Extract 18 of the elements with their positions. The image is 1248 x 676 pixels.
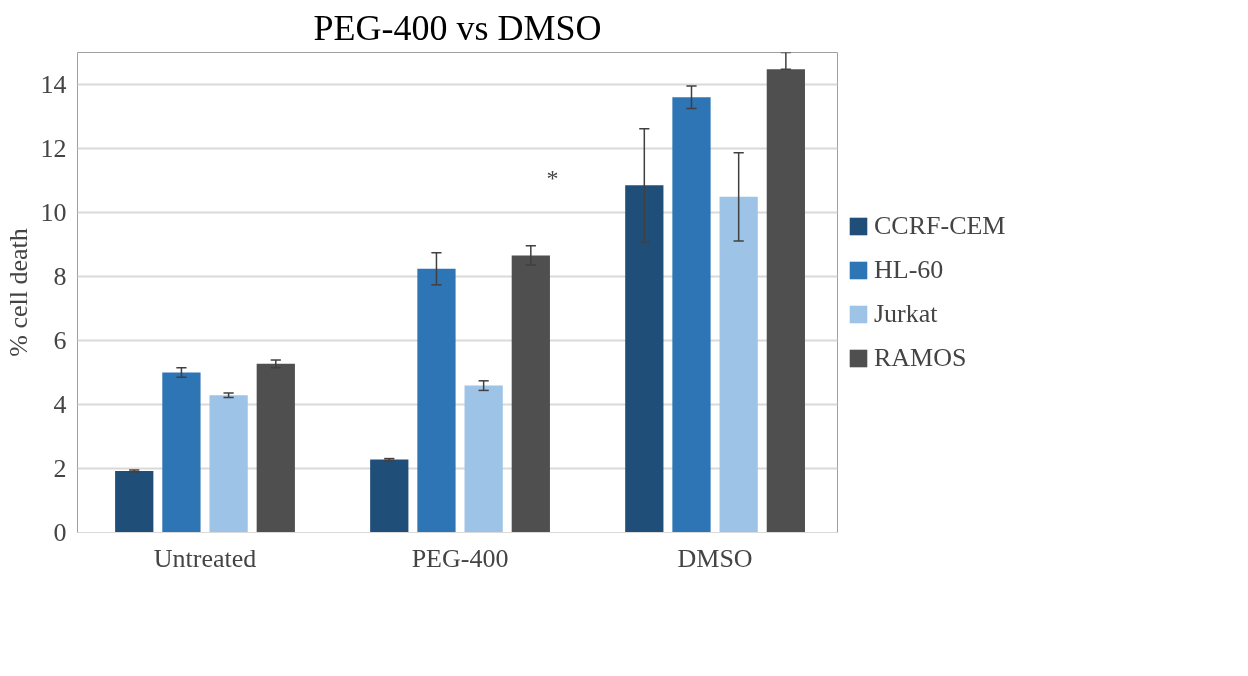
x-tick-label: DMSO <box>677 543 753 573</box>
legend-label: HL-60 <box>874 255 944 285</box>
y-tick-label: 14 <box>40 70 67 99</box>
x-tick-label: Untreated <box>153 543 257 573</box>
y-tick-label: 2 <box>53 454 67 483</box>
legend-label: RAMOS <box>874 343 967 373</box>
legend-label: CCRF-CEM <box>874 211 1006 241</box>
y-tick-label: 10 <box>40 198 67 227</box>
chart-title: PEG-400 vs DMSO <box>313 7 602 48</box>
x-tick-label: PEG-400 <box>411 543 509 573</box>
y-tick-label: 12 <box>40 134 67 163</box>
y-tick-label: 0 <box>53 518 67 547</box>
y-tick-label: 4 <box>53 390 67 419</box>
y-tick-label: 8 <box>53 262 67 291</box>
y-tick-label: 6 <box>53 326 67 355</box>
annotation: * <box>546 164 559 191</box>
y-axis-title: % cell death <box>3 228 33 357</box>
legend-label: Jurkat <box>874 299 938 329</box>
